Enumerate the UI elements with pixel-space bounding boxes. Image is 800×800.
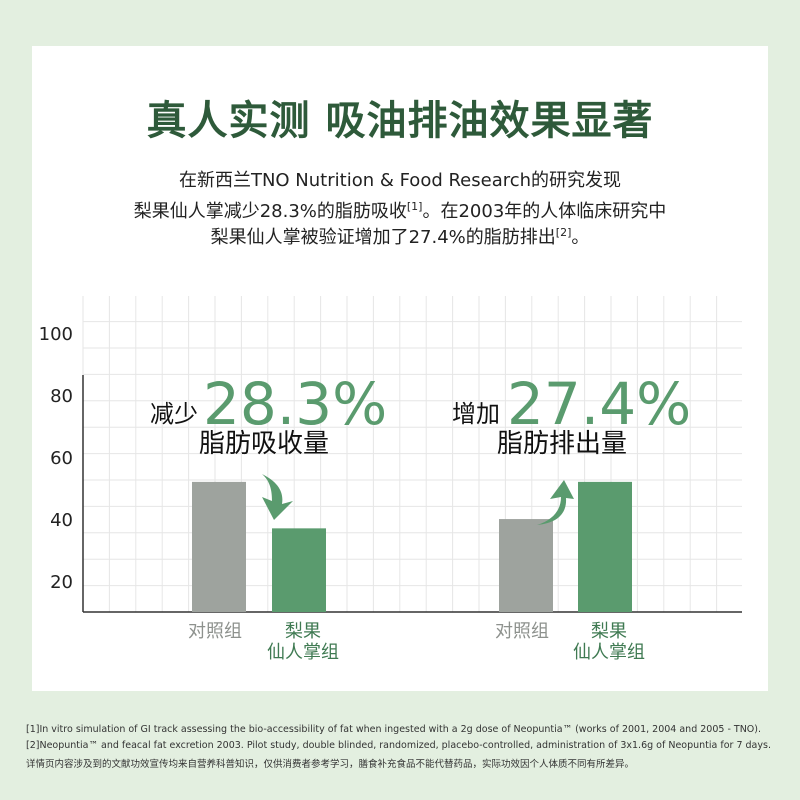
annotation-subtitle: 脂肪排出量 — [497, 429, 627, 459]
reference-1: [1] — [406, 200, 423, 213]
footnote-2: [2]Neopuntia™ and feacal fat excretion 2… — [26, 740, 771, 751]
annotation-prefix: 减少 — [150, 400, 198, 428]
bar-treatment — [272, 528, 326, 612]
bar-control — [192, 481, 246, 612]
y-tick-label: 80 — [50, 386, 73, 407]
reference-2: [2] — [555, 226, 572, 239]
annotation-value: 28.3% — [203, 370, 387, 438]
arrow-down-icon — [262, 474, 293, 520]
intro-text-3b: 。 — [571, 227, 590, 248]
bar-control — [499, 519, 553, 612]
category-label: 仙人掌组 — [267, 642, 339, 663]
y-tick-label: 20 — [50, 572, 73, 593]
intro-text-1: 在新西兰TNO Nutrition & Food Research的研究发现 — [178, 170, 622, 191]
y-tick-label: 40 — [50, 510, 73, 531]
category-label: 梨果 — [285, 621, 321, 642]
page-title: 真人实测 吸油排油效果显著 — [146, 98, 654, 144]
footnote-3: 详情页内容涉及到的文献功效宣传均来自营养科普知识，仅供消费者参考学习，膳食补充食… — [26, 759, 635, 770]
annotation-value: 27.4% — [507, 370, 691, 438]
arrow-up-icon — [537, 480, 574, 525]
intro-line-3: 梨果仙人掌被验证增加了27.4%的脂肪排出[2]。 — [0, 220, 800, 251]
category-label: 对照组 — [188, 621, 242, 642]
y-tick-label: 100 — [39, 324, 73, 345]
category-label: 仙人掌组 — [573, 642, 645, 663]
y-tick-label: 60 — [50, 448, 73, 469]
intro-line-2: 梨果仙人掌减少28.3%的脂肪吸收[1]。在2003年的人体临床研究中 — [0, 194, 800, 225]
intro-text-3a: 梨果仙人掌被验证增加了27.4%的脂肪排出 — [210, 227, 556, 248]
category-label: 对照组 — [495, 621, 549, 642]
category-label: 梨果 — [591, 621, 627, 642]
annotation-prefix: 增加 — [452, 400, 500, 428]
footnote-1: [1]In vitro simulation of GI track asses… — [26, 724, 762, 735]
bar-treatment — [578, 481, 632, 612]
intro-text-2b: 。在2003年的人体临床研究中 — [422, 201, 667, 222]
intro-text-2a: 梨果仙人掌减少28.3%的脂肪吸收 — [133, 201, 407, 222]
intro-line-1: 在新西兰TNO Nutrition & Food Research的研究发现 — [0, 168, 800, 194]
annotation-subtitle: 脂肪吸收量 — [199, 429, 329, 459]
